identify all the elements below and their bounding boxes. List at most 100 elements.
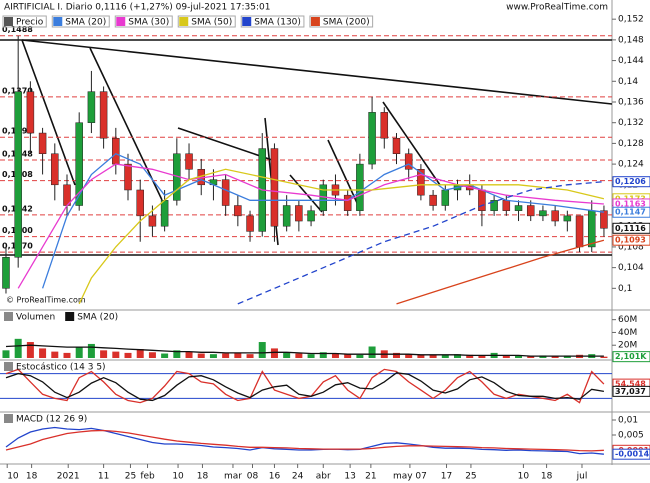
volume-bar (551, 356, 559, 358)
x-tick-label: 18 (197, 472, 209, 482)
y-tick-label: 0,144 (618, 56, 644, 66)
candle-body (26, 91, 35, 134)
y-tick-label: 0,148 (618, 35, 644, 45)
volume-bar (161, 353, 169, 358)
candle-body (2, 257, 10, 289)
x-tick-label: 24 (292, 472, 304, 482)
legend-box (51, 15, 110, 28)
series-line (78, 168, 605, 305)
x-tick-label: 2021 (57, 472, 80, 482)
level-label-bg (1, 24, 33, 35)
y-tick-label: 0,104 (618, 263, 644, 273)
volume-bar (234, 352, 242, 358)
legend-swatch (242, 17, 252, 26)
volume-bar (2, 350, 10, 358)
trend-line (289, 174, 323, 213)
y-tick-label: 60M (618, 315, 637, 325)
volume-bar (405, 354, 413, 358)
candle-body (282, 205, 291, 227)
y-tick-label: 20M (618, 341, 637, 351)
candle-body (87, 91, 96, 123)
trend-line (382, 101, 441, 186)
volume-bar (454, 354, 462, 358)
level-label: 0,1370 (2, 86, 33, 95)
candle-body (404, 153, 413, 170)
volume-bar (502, 355, 510, 358)
level-label-bg (1, 85, 33, 96)
legend-label: SMA (20) (65, 18, 106, 28)
last-value-label: 0,1147 (615, 208, 646, 217)
volume-bar (283, 352, 291, 358)
legend-swatch (116, 17, 126, 26)
legend-label: SMA (130) (254, 18, 301, 28)
y-tick-label: 0,108 (618, 242, 644, 252)
last-value-label: 37,037 (615, 387, 646, 396)
x-tick-label: 10 (172, 472, 184, 482)
candle-body (270, 148, 279, 227)
last-value-label: 0,1116 (615, 224, 646, 233)
y-tick-label: 0,128 (618, 139, 644, 149)
legend-swatch (53, 17, 63, 26)
candle-body (148, 215, 157, 227)
candle-body (99, 91, 108, 139)
legend-swatch (4, 17, 13, 26)
y-tick-label: 0,1 (618, 284, 632, 294)
trend-line (177, 127, 273, 161)
legend-swatch (310, 17, 320, 26)
legend-label: SMA (200) (323, 18, 370, 28)
last-value-box (612, 385, 650, 397)
y-tick-label: 0,152 (618, 15, 644, 25)
legend-label: SMA (20) (77, 313, 118, 323)
last-value-label: 0,1093 (615, 236, 646, 245)
series-line (5, 368, 605, 404)
panel-title: MACD (12 26 9) (16, 415, 87, 425)
volume-bar (173, 350, 181, 358)
last-value-box (612, 448, 650, 460)
y-tick-label: 0,005 (618, 431, 644, 441)
volume-bar (319, 352, 327, 358)
candle-body (75, 122, 83, 206)
panel-title-swatch (4, 414, 13, 423)
candle-body (417, 169, 425, 196)
series-line (5, 429, 604, 452)
volume-bar (112, 351, 120, 358)
volume-bar (515, 355, 523, 358)
candle-body (295, 205, 303, 222)
candle-body (441, 189, 450, 206)
x-tick-label: 18 (26, 472, 38, 482)
volume-bar (331, 353, 339, 358)
volume-bar (63, 352, 71, 358)
volume-bar (356, 354, 364, 358)
legend-label: Precio (16, 18, 44, 28)
panel-title-swatch (4, 312, 13, 321)
volume-bar (417, 354, 425, 358)
volume-bar (75, 346, 83, 358)
x-tick-label: abr (316, 472, 331, 482)
legend-box (114, 15, 173, 28)
candle-body (112, 137, 120, 165)
level-label: 0,1488 (2, 25, 33, 34)
x-tick-label: 18 (541, 472, 553, 482)
x-tick-label: 25 (465, 472, 476, 482)
x-tick-label: 11 (98, 472, 109, 482)
candle-body (502, 200, 511, 211)
volume-bar (392, 352, 400, 358)
volume-bar (51, 351, 59, 358)
last-value-box (612, 222, 650, 234)
last-value-box (612, 206, 650, 218)
candle-body (38, 132, 47, 155)
volume-bar (466, 354, 474, 358)
x-tick-label: jul (576, 472, 588, 482)
legend-box (2, 15, 47, 28)
volume-bar (344, 354, 352, 358)
candle-body (478, 189, 486, 211)
candle-body (526, 205, 535, 217)
candle-body (221, 179, 230, 206)
volume-bar (100, 350, 108, 358)
last-value-box (612, 234, 650, 246)
x-tick-label: 13 (344, 472, 355, 482)
candle-body (51, 153, 59, 186)
legend-label: SMA (30) (128, 18, 169, 28)
